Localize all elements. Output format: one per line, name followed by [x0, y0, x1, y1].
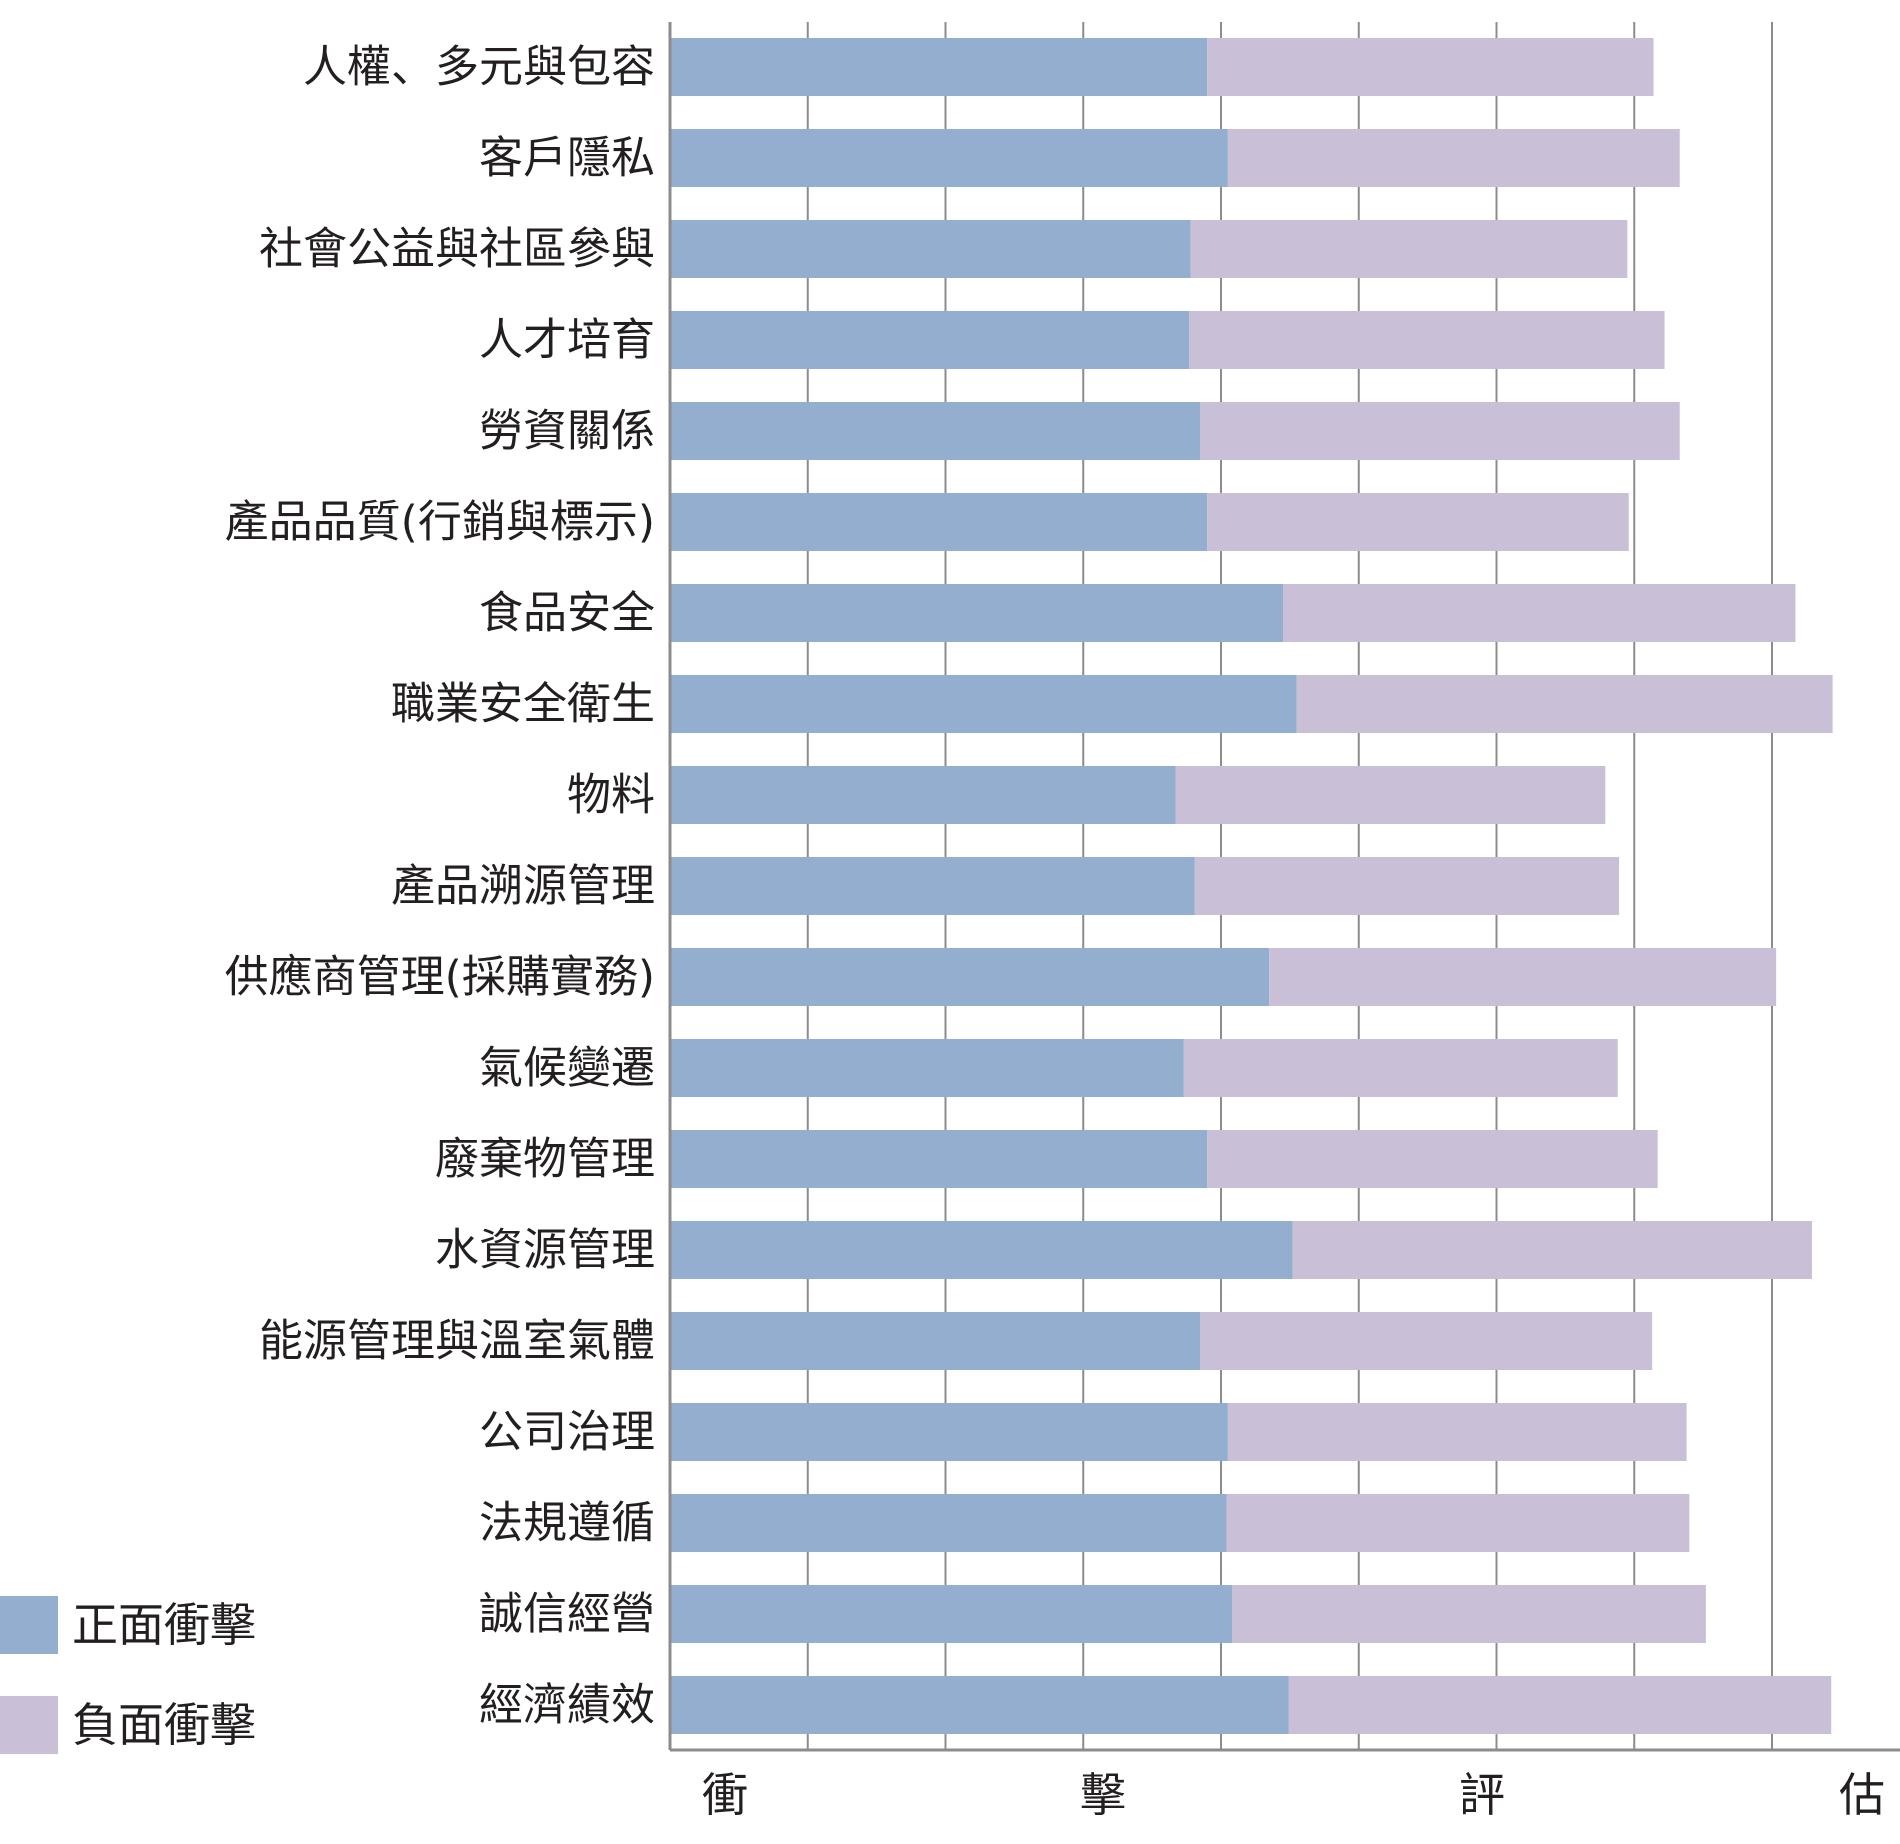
bar-negative-impact	[1200, 1312, 1653, 1370]
x-axis-title-char: 衝	[702, 1768, 748, 1822]
category-label: 產品溯源管理	[391, 861, 655, 912]
bar-negative-impact	[1292, 1221, 1812, 1279]
bar-negative-impact	[1282, 584, 1796, 642]
category-label: 法規遵循	[479, 1498, 655, 1549]
category-label: 職業安全衛生	[391, 679, 655, 730]
bar-negative-impact	[1269, 948, 1777, 1006]
category-label: 人權、多元與包容	[303, 42, 655, 93]
legend-label: 正面衝擊	[72, 1598, 256, 1652]
category-label: 供應商管理(採購實務)	[225, 952, 655, 1003]
bar-negative-impact	[1226, 1494, 1690, 1552]
category-label: 產品品質(行銷與標示)	[225, 497, 655, 548]
bar-negative-impact	[1207, 38, 1654, 96]
bar-positive-impact	[670, 766, 1176, 824]
category-label: 勞資關係	[479, 406, 655, 457]
bar-negative-impact	[1207, 1130, 1658, 1188]
legend-swatch	[0, 1696, 58, 1754]
bar-positive-impact	[670, 1585, 1233, 1643]
legend-label: 負面衝擊	[72, 1698, 256, 1752]
axes	[668, 22, 1900, 1752]
bar-positive-impact	[670, 220, 1191, 278]
category-label: 水資源管理	[435, 1225, 655, 1276]
bar-positive-impact	[670, 1676, 1289, 1734]
category-label: 人才培育	[479, 315, 655, 366]
bar-positive-impact	[670, 1221, 1293, 1279]
bar-negative-impact	[1207, 493, 1629, 551]
category-label: 誠信經營	[479, 1589, 655, 1640]
bar-negative-impact	[1200, 402, 1680, 460]
category-labels: 人權、多元與包容客戶隱私社會公益與社區參與人才培育勞資關係產品品質(行銷與標示)…	[225, 42, 655, 1731]
x-axis-title: 衝擊評估	[702, 1768, 1885, 1822]
legend-swatch	[0, 1596, 58, 1654]
bar-positive-impact	[670, 402, 1201, 460]
x-axis-title-char: 評	[1459, 1768, 1505, 1822]
bar-positive-impact	[670, 1403, 1228, 1461]
category-label: 氣候變遷	[479, 1043, 655, 1094]
bar-positive-impact	[670, 38, 1208, 96]
bar-negative-impact	[1227, 129, 1680, 187]
bar-negative-impact	[1190, 220, 1628, 278]
category-label: 能源管理與溫室氣體	[259, 1316, 655, 1367]
bar-positive-impact	[670, 948, 1270, 1006]
x-axis-title-char: 估	[1839, 1768, 1885, 1822]
bar-negative-impact	[1296, 675, 1833, 733]
bar-positive-impact	[670, 1130, 1208, 1188]
bar-positive-impact	[670, 1039, 1184, 1097]
bar-negative-impact	[1194, 857, 1620, 915]
x-axis-title-char: 擊	[1080, 1768, 1126, 1822]
category-label: 廢棄物管理	[435, 1134, 655, 1185]
category-label: 食品安全	[479, 588, 655, 639]
category-label: 物料	[567, 770, 655, 821]
category-label: 社會公益與社區參與	[259, 224, 655, 275]
bar-negative-impact	[1175, 766, 1606, 824]
bar-positive-impact	[670, 493, 1208, 551]
bar-negative-impact	[1189, 311, 1665, 369]
bar-positive-impact	[670, 675, 1297, 733]
bar-positive-impact	[670, 584, 1283, 642]
bar-negative-impact	[1227, 1403, 1687, 1461]
category-label: 公司治理	[479, 1407, 655, 1458]
bar-positive-impact	[670, 129, 1228, 187]
bars	[670, 38, 1833, 1734]
category-label: 經濟績效	[479, 1680, 655, 1731]
bar-positive-impact	[670, 311, 1190, 369]
bar-negative-impact	[1288, 1676, 1832, 1734]
category-label: 客戶隱私	[479, 133, 655, 184]
bar-negative-impact	[1183, 1039, 1618, 1097]
bar-positive-impact	[670, 1494, 1227, 1552]
bar-positive-impact	[670, 857, 1195, 915]
bar-negative-impact	[1232, 1585, 1706, 1643]
bar-positive-impact	[670, 1312, 1201, 1370]
